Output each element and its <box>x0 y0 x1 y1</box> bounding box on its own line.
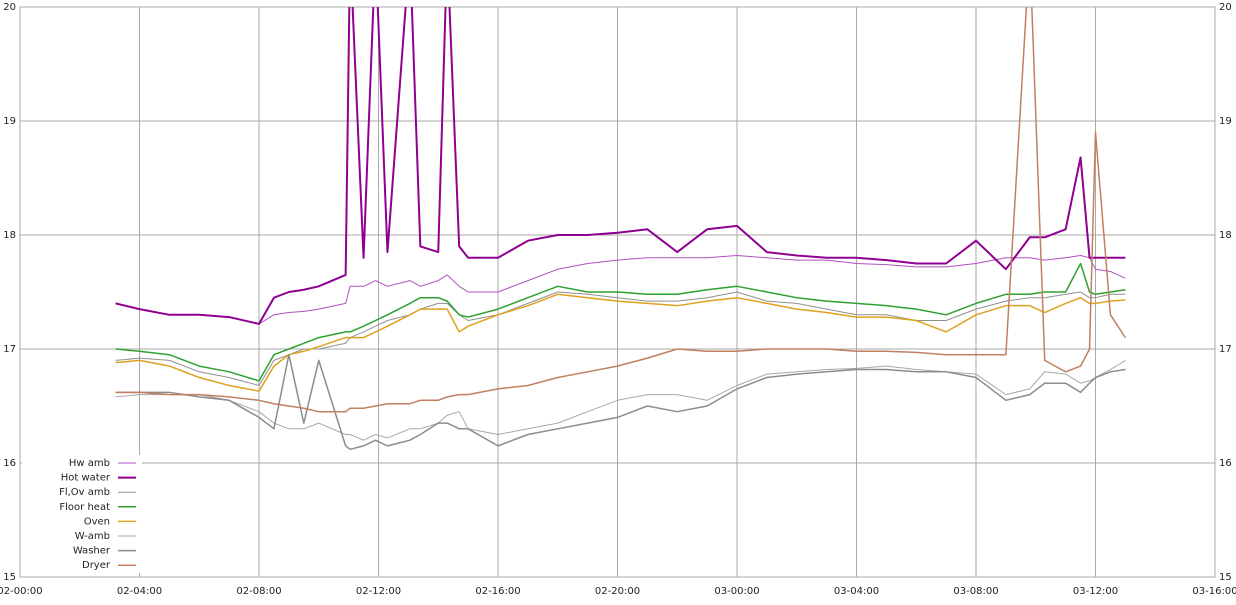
x-tick-label: 03-16:00 <box>1192 586 1236 597</box>
x-tick-label: 02-16:00 <box>475 586 520 597</box>
x-tick-label: 03-00:00 <box>714 586 759 597</box>
y2-tick-label: 16 <box>1219 458 1232 469</box>
legend-label: Fl,Ov amb <box>59 487 110 498</box>
y-tick-label: 15 <box>3 572 16 583</box>
x-tick-label: 02-12:00 <box>356 586 401 597</box>
y2-tick-label: 20 <box>1219 2 1232 13</box>
legend-label: Hot water <box>61 473 111 484</box>
y-tick-label: 16 <box>3 458 16 469</box>
series-line <box>115 255 1126 325</box>
x-tick-label: 02-08:00 <box>236 586 281 597</box>
y2-tick-label: 19 <box>1219 116 1232 127</box>
y2-tick-label: 17 <box>1219 344 1232 355</box>
legend-label: Floor heat <box>59 502 110 513</box>
legend-label: W-amb <box>75 531 110 542</box>
series-line <box>115 262 1126 382</box>
x-tick-label: 02-04:00 <box>117 586 162 597</box>
y-tick-label: 20 <box>3 2 16 13</box>
y-tick-label: 18 <box>3 230 16 241</box>
x-tick-label: 03-12:00 <box>1073 586 1118 597</box>
x-tick-label: 02-20:00 <box>595 586 640 597</box>
series-line <box>115 359 1126 441</box>
x-tick-label: 02-00:00 <box>0 586 43 597</box>
lines <box>115 7 1127 451</box>
x-tick-label: 03-08:00 <box>953 586 998 597</box>
legend-label: Hw amb <box>69 458 110 469</box>
legend: Hw amb Hot water Fl,Ov amb Floor heat Oven W-… <box>59 458 136 571</box>
legend-label: Washer <box>73 546 111 557</box>
legend-bg <box>22 455 142 573</box>
legend-label: Oven <box>84 516 110 527</box>
series-line <box>115 7 1126 325</box>
y-tick-label: 19 <box>3 116 16 127</box>
x-tick-label: 03-04:00 <box>834 586 879 597</box>
series-line <box>115 291 1126 386</box>
y2-tick-label: 18 <box>1219 230 1232 241</box>
y-tick-label: 17 <box>3 344 16 355</box>
y2-tick-label: 15 <box>1219 572 1232 583</box>
series-line <box>115 7 1127 413</box>
series-line <box>115 293 1126 392</box>
series-line <box>115 353 1126 451</box>
legend-label: Dryer <box>82 560 111 571</box>
